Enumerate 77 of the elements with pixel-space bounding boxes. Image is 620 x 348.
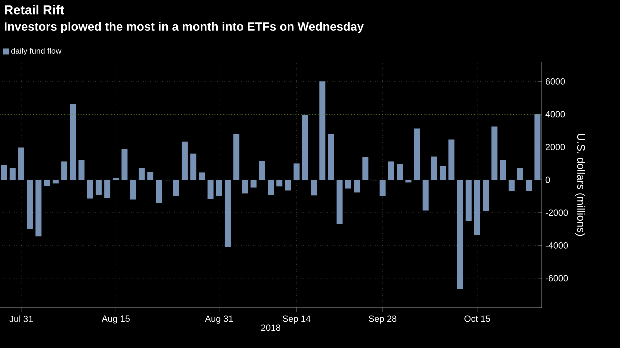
x-tick-label: Jul 31 [10,316,34,322]
bar [518,168,524,180]
bar [440,166,446,180]
bar [268,180,274,196]
chart-subtitle: Investors plowed the most in a month into ETFs on Wednesday [5,22,364,34]
bar [431,156,438,180]
bar [380,180,386,196]
bar [18,148,25,180]
bar [406,180,412,183]
y-tick-label: 2000 [546,144,566,150]
bar [397,164,404,180]
x-tick-label: Aug 31 [205,316,234,324]
bar [173,180,180,196]
bar [302,115,308,180]
bar [466,180,472,222]
bar [199,172,206,180]
bar [362,157,369,180]
bar [52,180,59,184]
x-tick-label: Sep 28 [369,316,397,324]
bar [122,149,128,180]
bar [36,180,42,237]
bar [234,134,240,180]
x-tick-label: Sep 14 [283,316,311,324]
bar [27,180,34,230]
bar [242,180,248,194]
bar [44,180,50,186]
chart-title: Retail Rift [5,5,64,15]
y-axis-title: U.S. dollars (millions) [575,134,586,236]
bar [78,160,85,180]
bar [474,180,480,236]
bar [130,180,136,200]
bar [250,180,257,188]
bar [190,154,197,180]
bar [104,180,111,198]
bar [500,160,506,180]
bar [10,168,16,180]
bar [534,114,541,180]
bar [148,172,154,180]
bar [138,168,145,180]
bar [448,140,455,180]
bar [216,180,222,196]
bar [208,180,214,200]
bar [311,180,318,196]
bar [70,104,76,180]
bar [388,162,394,180]
bar [354,180,360,193]
bar [422,180,429,211]
y-tick-label: -2000 [546,210,568,216]
x-tick-label: Aug 15 [102,316,130,324]
x-axis-title: 2018 [261,324,281,332]
y-tick-label: 0 [546,176,550,184]
bar [526,180,532,192]
bar [294,164,300,180]
bar [285,180,292,191]
y-tick-label: 4000 [546,111,566,118]
bar [320,82,326,180]
bar [259,161,266,180]
bar [336,180,343,224]
bar [414,128,420,180]
y-tick-label: -6000 [546,275,568,282]
bar [87,180,94,199]
bar [1,165,8,180]
bar [328,134,334,180]
y-tick-label: 6000 [546,78,566,85]
bar [182,142,188,180]
bar [457,180,464,290]
bar [156,180,162,204]
x-tick-label: Oct 15 [464,316,490,322]
bar [62,162,68,180]
bar [492,126,498,180]
bar [483,180,490,212]
bar [96,180,102,196]
bar [276,180,283,187]
bar [508,180,515,192]
y-tick-label: -4000 [546,242,568,249]
bar [345,180,352,189]
bar [224,180,231,248]
